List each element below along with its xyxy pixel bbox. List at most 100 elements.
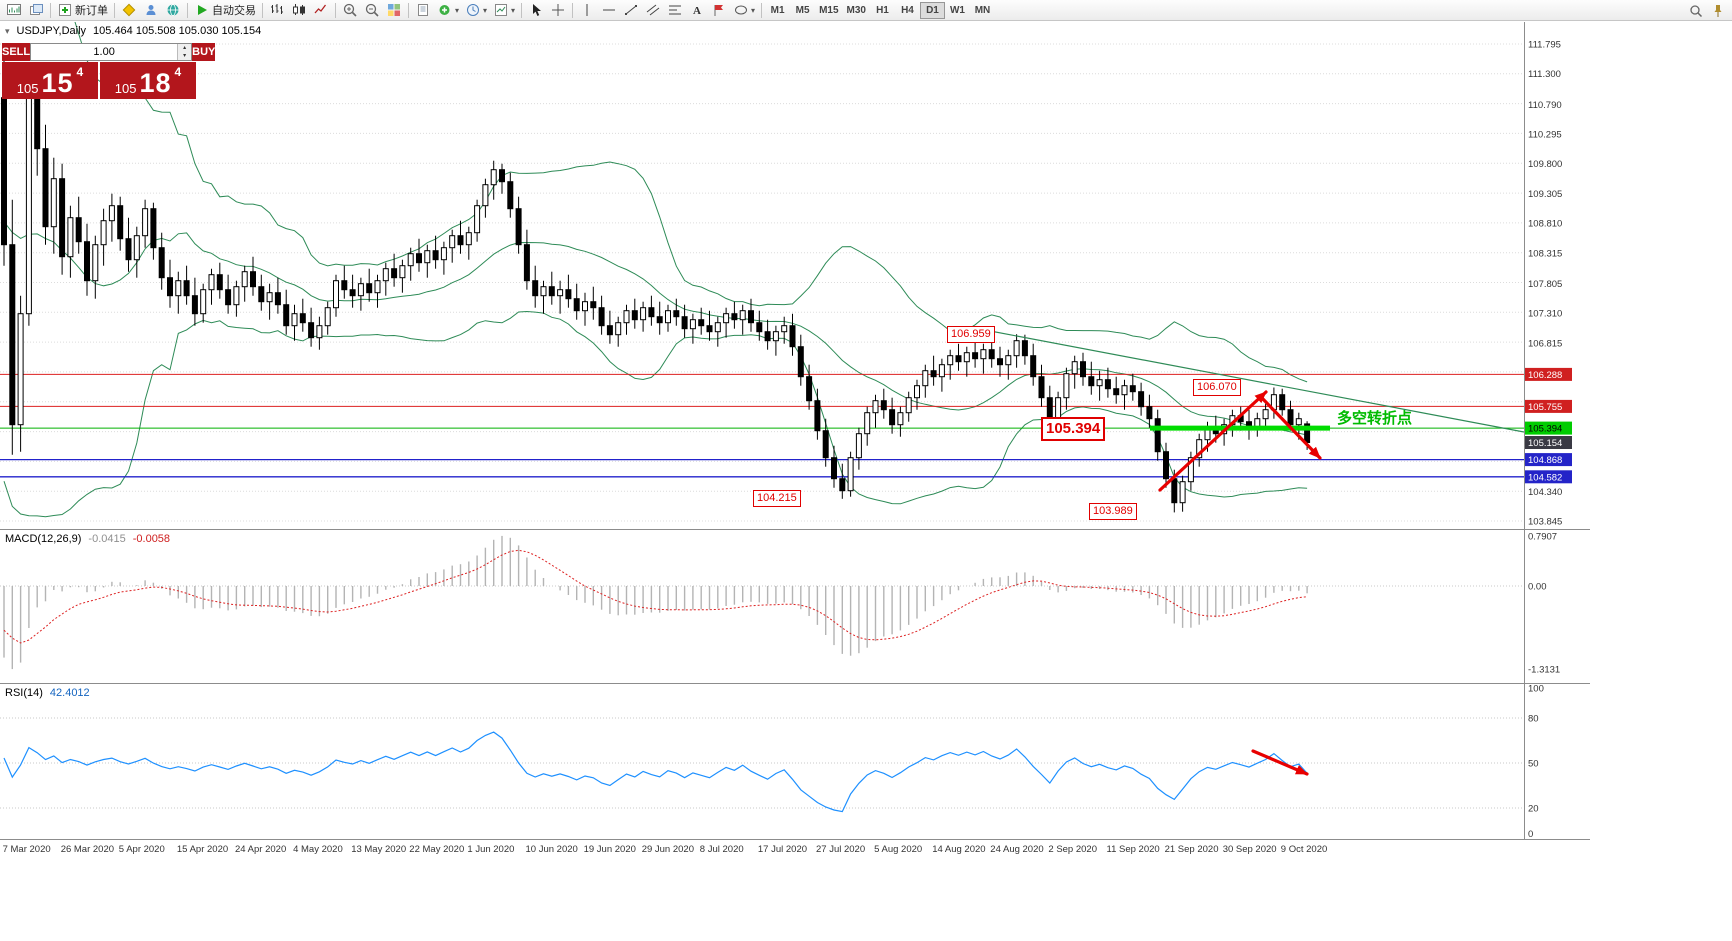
zoom-out-icon[interactable]	[361, 1, 383, 20]
trendline-icon[interactable]	[620, 1, 642, 20]
svg-text:20: 20	[1528, 804, 1539, 815]
price-annotation-box[interactable]: 104.215	[753, 490, 801, 507]
bid-pipette: 4	[76, 65, 84, 79]
svg-text:107.805: 107.805	[1528, 279, 1562, 290]
svg-text:8 Jul 2020: 8 Jul 2020	[700, 844, 744, 855]
toolbar-separator	[761, 2, 763, 18]
volume-field: ▴ ▾	[30, 43, 193, 61]
new-order-button[interactable]: 新订单	[54, 1, 111, 20]
metaeditor-icon[interactable]	[118, 1, 140, 20]
timeframe-button-w1[interactable]: W1	[945, 2, 970, 19]
buy-price-button[interactable]: 105 18 4	[100, 62, 196, 99]
svg-text:17 Jul 2020: 17 Jul 2020	[758, 844, 807, 855]
bid-prefix: 105	[16, 81, 39, 96]
svg-text:108.315: 108.315	[1528, 248, 1562, 259]
svg-text:24 Apr 2020: 24 Apr 2020	[235, 844, 286, 855]
toolbar-separator	[114, 2, 115, 18]
one-click-collapse-icon[interactable]: ▾	[5, 25, 10, 36]
volume-up-button[interactable]: ▴	[178, 44, 192, 52]
svg-text:5 Aug 2020: 5 Aug 2020	[874, 844, 922, 855]
cursor-icon[interactable]	[525, 1, 547, 20]
svg-text:29 Jun 2020: 29 Jun 2020	[642, 844, 694, 855]
up-swing-arrow	[1158, 390, 1268, 492]
date-axis[interactable]: 7 Mar 2020 26 Mar 2020 5 Apr 2020 15 Apr 20…	[3, 844, 1328, 855]
svg-text:0.7907: 0.7907	[1528, 531, 1557, 542]
svg-text:106.815: 106.815	[1528, 338, 1562, 349]
chart-line-icon[interactable]	[310, 1, 332, 20]
svg-text:7 Mar 2020: 7 Mar 2020	[3, 844, 51, 855]
svg-text:110.295: 110.295	[1528, 130, 1562, 141]
timeframe-button-mn[interactable]: MN	[970, 2, 995, 19]
tile-windows-icon[interactable]	[383, 1, 405, 20]
sell-price-button[interactable]: 105 15 4	[2, 62, 98, 99]
macd-panel	[0, 535, 1524, 670]
price-chart-canvas[interactable]: 111.795 111.300 110.790 110.295 109.800 109.3…	[0, 0, 1732, 862]
autotrade-button[interactable]: 自动交易	[191, 1, 259, 20]
templates-icon[interactable]: ▾	[490, 1, 518, 20]
bid-big-figure: 15	[41, 68, 74, 98]
svg-text:110.790: 110.790	[1528, 100, 1562, 111]
price-badge	[1525, 470, 1572, 484]
turning-point-text[interactable]: 多空转折点	[1337, 410, 1413, 427]
new-chart-icon[interactable]	[3, 1, 25, 20]
sell-tab[interactable]: SELL	[2, 43, 31, 61]
candlesticks	[1, 52, 1311, 513]
hline-icon[interactable]	[598, 1, 620, 20]
volume-down-button[interactable]: ▾	[178, 52, 192, 60]
timeframe-button-h4[interactable]: H4	[895, 2, 920, 19]
rsi-down-arrow[interactable]	[1251, 749, 1309, 776]
svg-text:103.845: 103.845	[1528, 517, 1562, 528]
price-annotation-box[interactable]: 103.989	[1089, 503, 1137, 520]
timeframe-button-m30[interactable]: M30	[843, 2, 870, 19]
search-icon[interactable]	[1685, 1, 1707, 20]
price-axis[interactable]: 111.795 111.300 110.790 110.295 109.800 109.3…	[1525, 40, 1572, 528]
chart-bars-icon[interactable]	[266, 1, 288, 20]
svg-text:14 Aug 2020: 14 Aug 2020	[932, 844, 985, 855]
periods-icon[interactable]: ▾	[462, 1, 490, 20]
toolbar-separator	[521, 2, 523, 18]
label-icon[interactable]	[708, 1, 730, 20]
fibo-icon[interactable]	[664, 1, 686, 20]
timeframe-button-h1[interactable]: H1	[870, 2, 895, 19]
rsi-axis: 100 80 50 20 0	[1528, 684, 1544, 841]
svg-text:104.868: 104.868	[1528, 455, 1562, 466]
pin-icon[interactable]	[1707, 1, 1729, 20]
data-window-icon[interactable]	[412, 1, 434, 20]
text-icon[interactable]: A	[686, 1, 708, 20]
timeframe-button-d1[interactable]: D1	[919, 1, 945, 19]
volume-input[interactable]	[31, 44, 178, 60]
svg-text:27 Jul 2020: 27 Jul 2020	[816, 844, 865, 855]
chart-candles-icon[interactable]	[288, 1, 310, 20]
indicators-add-icon[interactable]: ▾	[434, 1, 462, 20]
zoom-in-icon[interactable]	[339, 1, 361, 20]
buy-tab[interactable]: BUY	[192, 43, 216, 61]
profiles-icon[interactable]	[25, 1, 47, 20]
price-badge	[1525, 399, 1572, 413]
macd-signal-value: -0.0058	[132, 533, 171, 545]
price-annotation-box[interactable]: 106.070	[1193, 379, 1241, 396]
macd-main-value: -0.0415	[88, 533, 126, 545]
panel-borders	[0, 22, 1590, 840]
drawn-objects[interactable]	[984, 329, 1524, 492]
timeframe-button-m15[interactable]: M15	[815, 2, 842, 19]
price-annotation-box[interactable]: 105.394	[1041, 417, 1106, 441]
svg-text:105.394: 105.394	[1528, 424, 1562, 435]
market-icon[interactable]	[162, 1, 184, 20]
timeframe-button-m5[interactable]: M5	[790, 2, 815, 19]
community-icon[interactable]	[140, 1, 162, 20]
svg-text:10 Jun 2020: 10 Jun 2020	[526, 844, 578, 855]
svg-text:109.800: 109.800	[1528, 159, 1562, 170]
svg-text:21 Sep 2020: 21 Sep 2020	[1165, 844, 1219, 855]
channel-icon[interactable]	[642, 1, 664, 20]
shapes-icon[interactable]: ▾	[730, 1, 758, 20]
crosshair-icon[interactable]	[547, 1, 569, 20]
svg-text:105.755: 105.755	[1528, 402, 1562, 413]
vline-icon[interactable]	[576, 1, 598, 20]
price-annotation-box[interactable]: 106.959	[947, 326, 995, 343]
svg-text:104.340: 104.340	[1528, 487, 1562, 498]
price-badge	[1525, 436, 1572, 449]
price-badge	[1525, 453, 1572, 467]
timeframe-button-m1[interactable]: M1	[765, 2, 790, 19]
svg-text:5 Apr 2020: 5 Apr 2020	[119, 844, 165, 855]
